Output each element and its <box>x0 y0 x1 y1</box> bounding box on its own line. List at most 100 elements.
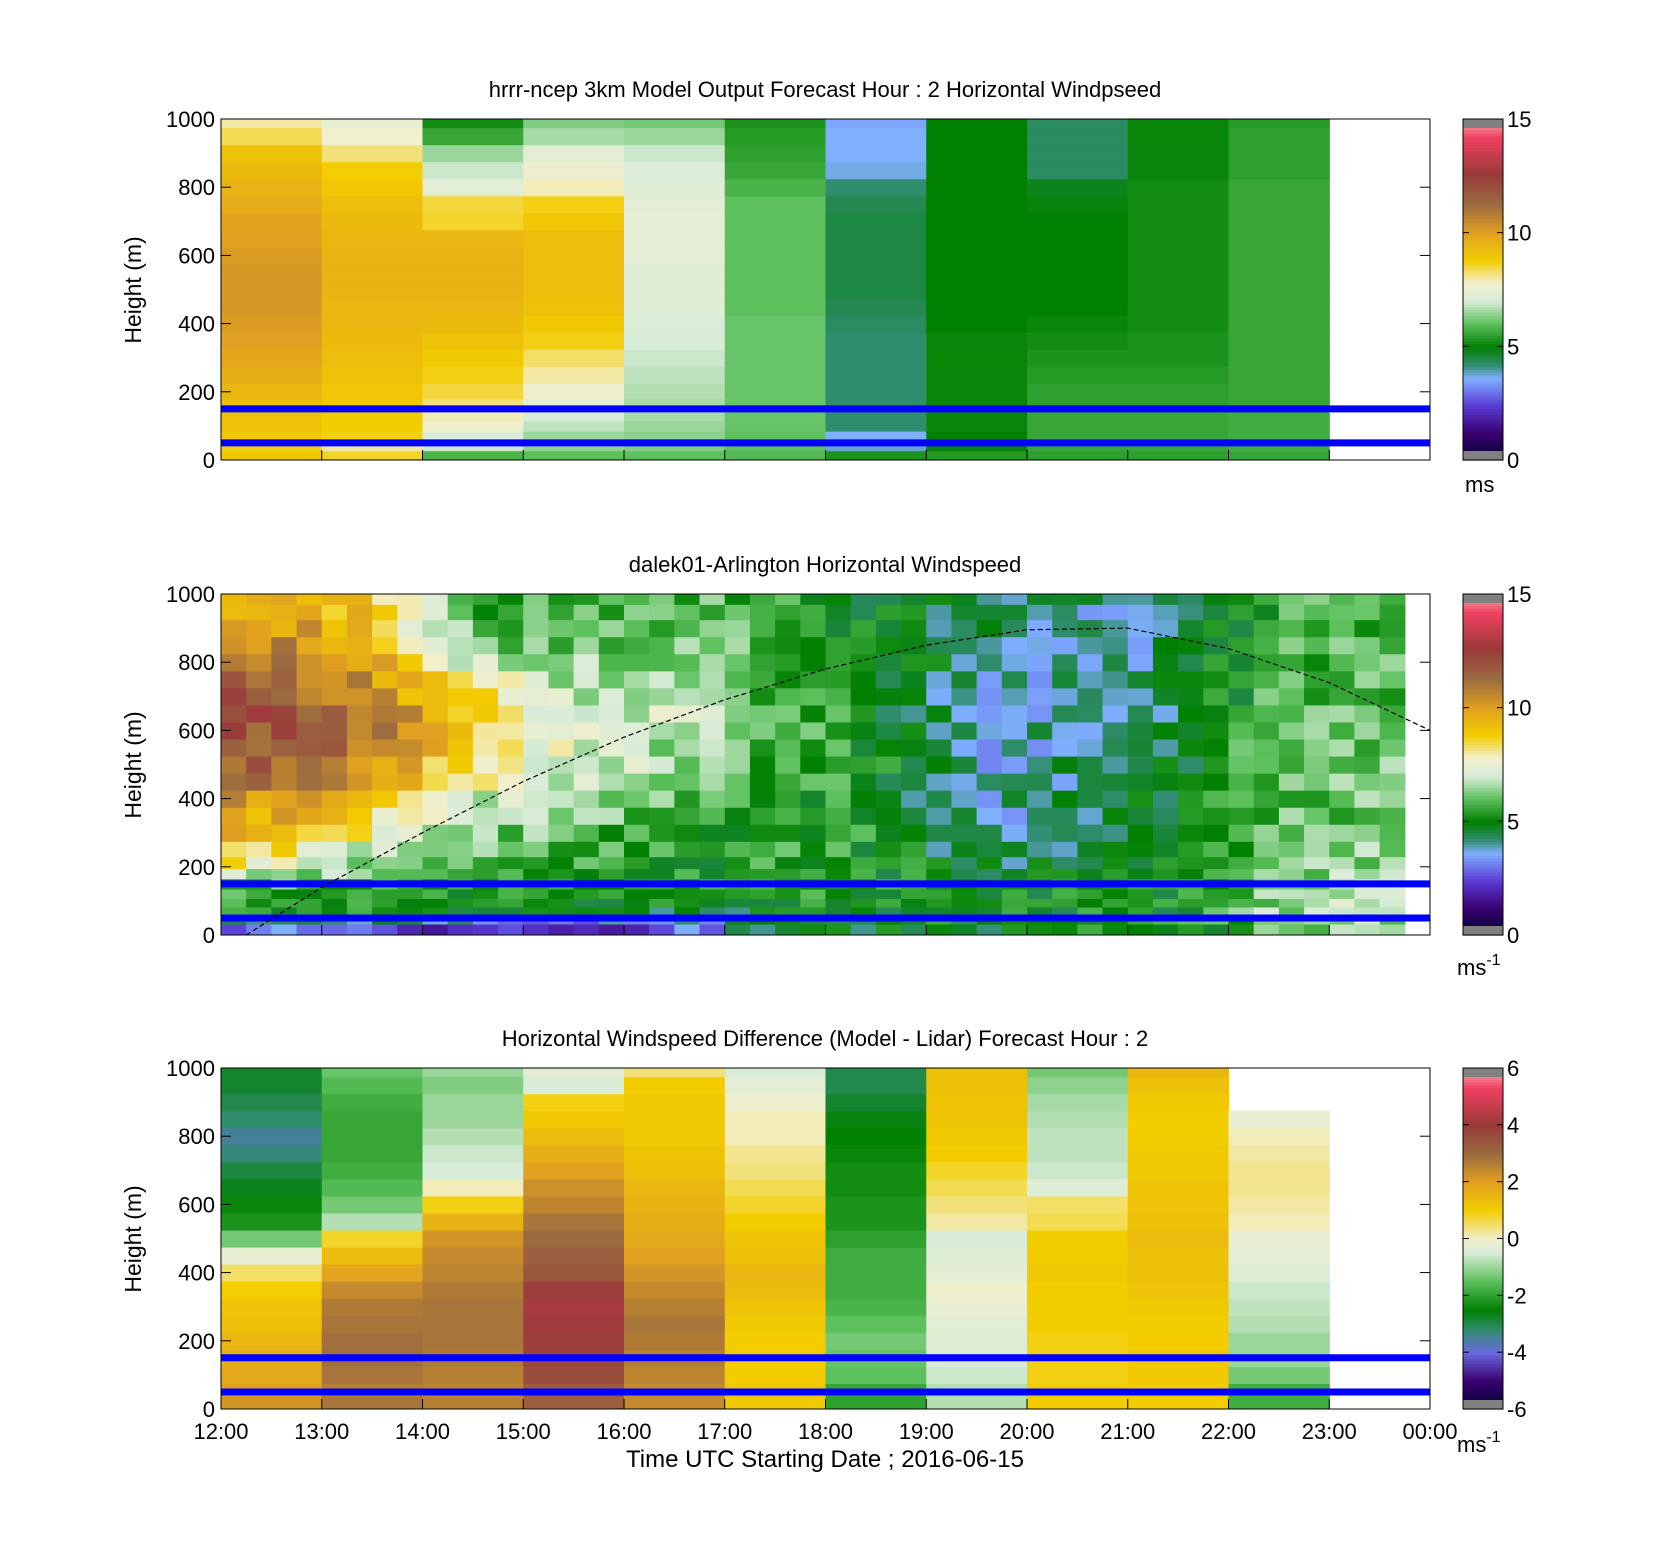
heatmap-cell <box>724 1161 827 1180</box>
heatmap-cell <box>1379 773 1406 791</box>
colorbar-swatch <box>1463 238 1503 242</box>
heatmap-cell <box>850 721 877 740</box>
heatmap-cell <box>447 594 474 605</box>
heatmap-cell <box>976 923 1003 935</box>
heatmap-cell <box>1127 898 1154 908</box>
heatmap-cell <box>674 594 701 605</box>
heatmap-cell <box>1027 178 1129 197</box>
heatmap-cell <box>724 868 751 880</box>
heatmap-cell <box>372 670 398 689</box>
heatmap-cell <box>951 670 978 689</box>
heatmap-cell <box>926 1281 1028 1299</box>
colorbar-swatch <box>1463 633 1503 638</box>
heatmap-cell <box>1127 619 1154 638</box>
heatmap-cell <box>1253 824 1280 842</box>
heatmap-cell <box>699 888 726 899</box>
heatmap-cell <box>976 755 1003 774</box>
heatmap-cell <box>1077 670 1104 689</box>
heatmap-cell <box>825 349 927 367</box>
heatmap-cell <box>321 888 348 899</box>
colorbar-swatch <box>1463 127 1503 131</box>
heatmap-cell <box>246 773 272 791</box>
heatmap-cell <box>523 1068 625 1078</box>
heatmap-cell <box>1027 1093 1129 1112</box>
heatmap-cell <box>1102 687 1129 706</box>
heatmap-cell <box>649 906 675 916</box>
colorbar-swatch <box>1463 1224 1503 1228</box>
heatmap-cell <box>598 790 625 808</box>
heatmap-cell <box>1027 1178 1129 1197</box>
heatmap-cell <box>850 619 877 638</box>
heatmap-cell <box>1304 923 1330 935</box>
heatmap-cell <box>850 687 877 706</box>
heatmap-cell <box>1178 687 1204 706</box>
heatmap-cell <box>321 1396 424 1409</box>
heatmap-cell <box>724 619 751 638</box>
heatmap-cell <box>749 923 776 935</box>
heatmap-cell <box>523 1195 625 1214</box>
heatmap-cell <box>1001 755 1028 774</box>
heatmap-cell <box>649 604 675 621</box>
heatmap-cell <box>321 1195 424 1214</box>
heatmap-cell <box>1027 738 1053 757</box>
heatmap-cell <box>825 704 852 723</box>
heatmap-cell <box>624 868 650 880</box>
heatmap-cell <box>1102 888 1129 899</box>
heatmap-cell <box>825 807 852 825</box>
heatmap-cell <box>901 670 927 689</box>
colorbar-tick-label: 10 <box>1507 696 1531 721</box>
heatmap-cell <box>221 898 247 908</box>
heatmap-cell <box>1052 738 1078 757</box>
heatmap-cell <box>598 906 625 916</box>
heatmap-cell <box>221 280 323 299</box>
heatmap-cell <box>901 898 927 908</box>
heatmap-cell <box>321 298 424 316</box>
colorbar-swatch <box>1463 849 1503 854</box>
colorbar-swatch <box>1463 852 1503 857</box>
colorbar-swatch <box>1463 809 1503 814</box>
heatmap-cell <box>724 807 751 825</box>
heatmap-cell <box>901 888 927 899</box>
heatmap-cell <box>850 773 877 791</box>
heatmap-cell <box>850 898 877 908</box>
heatmap-cell <box>1354 790 1381 808</box>
heatmap-cell <box>724 594 751 605</box>
heatmap-cell <box>472 687 499 706</box>
heatmap-cell <box>1127 604 1154 621</box>
heatmap-cell <box>1077 636 1104 655</box>
heatmap-cell <box>1027 704 1053 723</box>
heatmap-cell <box>724 1195 827 1214</box>
heatmap-cell <box>926 1068 1028 1078</box>
heatmap-cell <box>1102 906 1129 916</box>
heatmap-cell <box>296 653 323 672</box>
colorbar-swatch <box>1463 730 1503 734</box>
heatmap-cell <box>548 636 575 655</box>
heatmap-cell <box>523 1264 625 1282</box>
heatmap-cell <box>951 841 978 858</box>
heatmap-cell <box>901 594 927 605</box>
heatmap-cell <box>1228 212 1330 231</box>
colorbar-swatch <box>1463 138 1503 143</box>
heatmap-cell <box>775 841 801 858</box>
heatmap-cell <box>1152 923 1179 935</box>
colorbar-swatch <box>1463 164 1503 168</box>
heatmap-cell <box>296 868 323 880</box>
colorbar-swatch <box>1463 420 1503 424</box>
heatmap-cell <box>1102 636 1129 655</box>
heatmap-cell <box>825 738 852 757</box>
colorbar-swatch <box>1463 1139 1503 1143</box>
heatmap-cell <box>624 721 650 740</box>
heatmap-cell <box>598 773 625 791</box>
heatmap-cell <box>624 1161 726 1180</box>
heatmap-cell <box>624 687 650 706</box>
x-tick-label: 12:00 <box>193 1419 248 1444</box>
colorbar-swatch <box>1463 687 1503 692</box>
heatmap-cell <box>472 755 499 774</box>
heatmap-cell <box>699 604 726 621</box>
colorbar-swatch <box>1463 912 1503 916</box>
colorbar-swatch <box>1463 1195 1503 1200</box>
colorbar-swatch <box>1463 696 1503 700</box>
heatmap-cell <box>246 670 272 689</box>
heatmap-cell <box>926 704 953 723</box>
colorbar-swatch <box>1463 212 1503 217</box>
